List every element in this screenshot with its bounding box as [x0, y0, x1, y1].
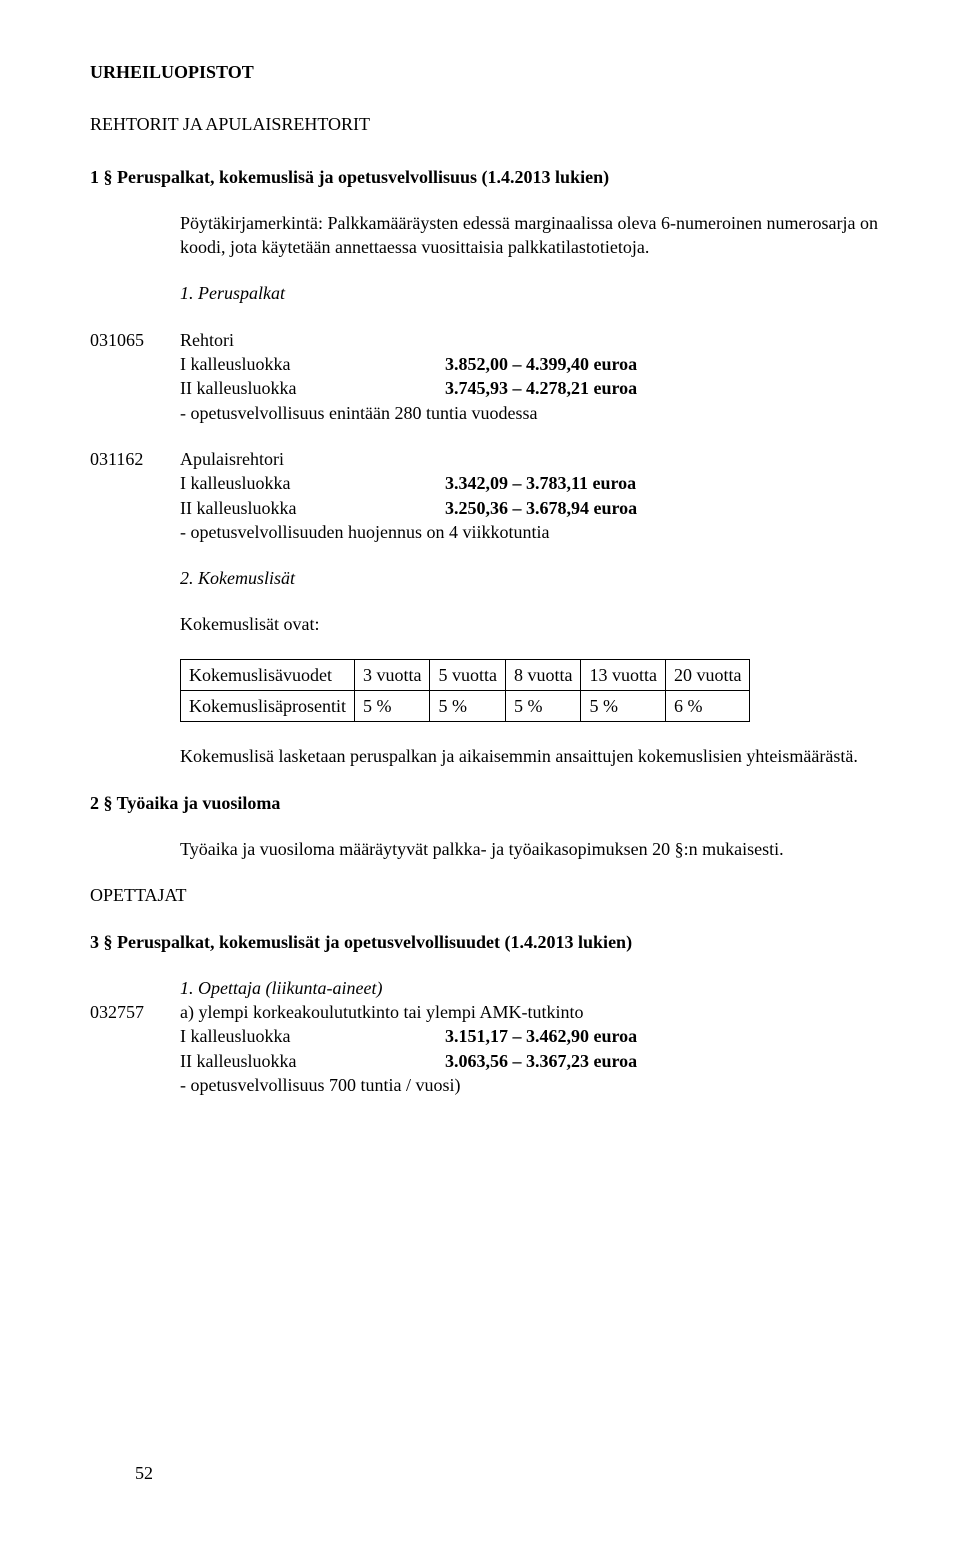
salary-value: 3.852,00 – 4.399,40 euroa — [445, 352, 637, 376]
table-cell: 8 vuotta — [505, 659, 581, 690]
salary-label: II kalleusluokka — [180, 376, 445, 400]
salary-label: II kalleusluokka — [180, 496, 445, 520]
table-cell: 5 % — [354, 691, 430, 722]
table-cell: 20 vuotta — [665, 659, 750, 690]
salary-value: 3.250,36 – 3.678,94 euroa — [445, 496, 637, 520]
table-cell: 5 vuotta — [430, 659, 506, 690]
table-cell: 5 % — [581, 691, 666, 722]
note: Pöytäkirjamerkintä: Palkkamääräysten ede… — [180, 211, 890, 260]
sub3-heading: 1. Opettaja (liikunta-aineet) — [180, 976, 890, 1000]
salary-label: I kalleusluokka — [180, 1024, 445, 1048]
salary-value: 3.342,09 – 3.783,11 euroa — [445, 471, 636, 495]
entry-code: 032757 — [90, 976, 180, 1024]
salary-label: I kalleusluokka — [180, 352, 445, 376]
kokemus-note: Kokemuslisä lasketaan peruspalkan ja aik… — [180, 744, 890, 768]
sub2-heading: 2. Kokemuslisät — [180, 566, 890, 590]
section1-heading: 1 § Peruspalkat, kokemuslisä ja opetusve… — [90, 165, 890, 189]
entry-code: 031162 — [90, 447, 180, 471]
table-cell: 6 % — [665, 691, 750, 722]
table-cell: Kokemuslisäprosentit — [181, 691, 355, 722]
entry-note: - opetusvelvollisuus 700 tuntia / vuosi) — [180, 1073, 890, 1097]
salary-label: II kalleusluokka — [180, 1049, 445, 1073]
table-cell: 3 vuotta — [354, 659, 430, 690]
salary-value: 3.151,17 – 3.462,90 euroa — [445, 1024, 637, 1048]
entry-code: 031065 — [90, 328, 180, 352]
sub1-heading: 1. Peruspalkat — [180, 281, 890, 305]
salary-label: I kalleusluokka — [180, 471, 445, 495]
kokemuslisa-table: Kokemuslisävuodet 3 vuotta 5 vuotta 8 vu… — [180, 659, 750, 723]
entry-note: - opetusvelvollisuus enintään 280 tuntia… — [180, 401, 890, 425]
entry-title: a) ylempi korkeakoulututkinto tai ylempi… — [180, 1000, 890, 1024]
entry-opettaja: 032757 1. Opettaja (liikunta-aineet) a) … — [90, 976, 890, 1097]
kokemus-intro: Kokemuslisät ovat: — [180, 612, 890, 636]
section2-body: Työaika ja vuosiloma määräytyvät palkka-… — [180, 837, 890, 861]
table-cell: Kokemuslisävuodet — [181, 659, 355, 690]
table-cell: 5 % — [430, 691, 506, 722]
opettajat-heading: OPETTAJAT — [90, 883, 890, 907]
entry-rehtory: 031065 Rehtori I kalleusluokka 3.852,00 … — [90, 328, 890, 425]
entry-apulaisrehtori: 031162 Apulaisrehtori I kalleusluokka 3.… — [90, 447, 890, 544]
subtitle: REHTORIT JA APULAISREHTORIT — [90, 112, 890, 136]
table-cell: 5 % — [505, 691, 581, 722]
salary-value: 3.063,56 – 3.367,23 euroa — [445, 1049, 637, 1073]
doc-title: URHEILUOPISTOT — [90, 60, 890, 84]
entry-note: - opetusvelvollisuuden huojennus on 4 vi… — [180, 520, 890, 544]
salary-value: 3.745,93 – 4.278,21 euroa — [445, 376, 637, 400]
table-cell: 13 vuotta — [581, 659, 666, 690]
entry-title: Rehtori — [180, 328, 890, 352]
section2-heading: 2 § Työaika ja vuosiloma — [90, 791, 890, 815]
page-number: 52 — [135, 1461, 153, 1485]
section3-heading: 3 § Peruspalkat, kokemuslisät ja opetusv… — [90, 930, 890, 954]
entry-title: Apulaisrehtori — [180, 447, 890, 471]
